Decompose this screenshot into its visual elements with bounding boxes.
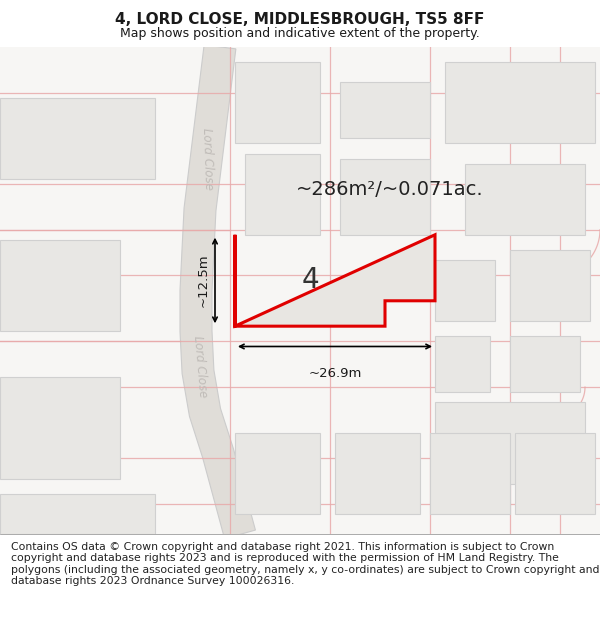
Bar [0, 494, 155, 534]
Bar [445, 62, 595, 143]
Bar [340, 82, 430, 138]
Bar [245, 154, 320, 235]
Bar [435, 402, 585, 484]
Text: ~12.5m: ~12.5m [197, 254, 210, 308]
Bar [435, 260, 495, 321]
Text: Lord Close: Lord Close [191, 336, 209, 398]
Text: ~26.9m: ~26.9m [308, 367, 362, 380]
Bar [335, 432, 420, 514]
Bar [235, 62, 320, 143]
Bar [510, 336, 580, 392]
Text: 4, LORD CLOSE, MIDDLESBROUGH, TS5 8FF: 4, LORD CLOSE, MIDDLESBROUGH, TS5 8FF [115, 12, 485, 27]
Bar [510, 250, 590, 321]
Bar [435, 336, 490, 392]
Polygon shape [235, 235, 435, 326]
Bar [235, 432, 320, 514]
Text: ~286m²/~0.071ac.: ~286m²/~0.071ac. [296, 179, 484, 199]
Text: 4: 4 [301, 266, 319, 294]
Bar [0, 377, 120, 479]
Bar [0, 98, 155, 179]
Polygon shape [180, 45, 256, 539]
Bar [340, 159, 430, 235]
Text: Lord Close: Lord Close [200, 127, 215, 190]
Text: Contains OS data © Crown copyright and database right 2021. This information is : Contains OS data © Crown copyright and d… [11, 542, 599, 586]
Bar [465, 164, 585, 235]
Bar [430, 432, 510, 514]
Bar [0, 240, 120, 331]
Bar [515, 432, 595, 514]
Text: Map shows position and indicative extent of the property.: Map shows position and indicative extent… [120, 27, 480, 40]
